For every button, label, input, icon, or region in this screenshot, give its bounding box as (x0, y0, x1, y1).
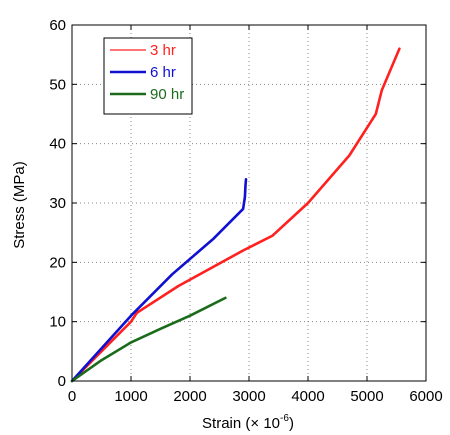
series-line-3-hr (70, 47, 401, 383)
x-axis-exponent: -6 (280, 413, 289, 424)
x-tick-label: 6000 (409, 388, 442, 405)
y-tick-label: 50 (49, 76, 66, 93)
legend-label: 6 hr (150, 64, 176, 81)
x-axis-unit: × 10 (250, 415, 280, 432)
x-axis-title-text: Strain ( (202, 415, 250, 432)
legend: 3 hr 6 hr 90 hr (103, 37, 193, 115)
series-line-6-hr (70, 178, 248, 383)
x-tick-label: 4000 (291, 388, 324, 405)
axis-ticks (71, 24, 427, 382)
legend-label: 90 hr (150, 86, 184, 103)
y-tick-labels: 0 10 20 30 40 50 60 (49, 17, 66, 390)
legend-label: 3 hr (150, 42, 176, 59)
series-line-90-hr (70, 296, 227, 383)
x-axis-close-paren: ) (289, 415, 294, 432)
y-tick-label: 10 (49, 314, 66, 331)
x-tick-label: 5000 (350, 388, 383, 405)
legend-box (103, 37, 193, 115)
y-tick-label: 20 (49, 254, 66, 271)
series-layer (70, 47, 401, 383)
x-tick-label: 2000 (173, 388, 206, 405)
x-axis-title: Strain (× 10-6) (202, 413, 294, 432)
x-tick-label: 3000 (232, 388, 265, 405)
x-tick-label: 0 (68, 388, 76, 405)
x-tick-labels: 0 1000 2000 3000 4000 5000 6000 (68, 388, 443, 405)
y-tick-label: 40 (49, 136, 66, 153)
y-tick-label: 60 (49, 17, 66, 34)
x-tick-label: 1000 (114, 388, 147, 405)
y-tick-label: 0 (58, 373, 66, 390)
y-tick-label: 30 (49, 195, 66, 212)
y-axis-title: Stress (MPa) (11, 161, 28, 249)
